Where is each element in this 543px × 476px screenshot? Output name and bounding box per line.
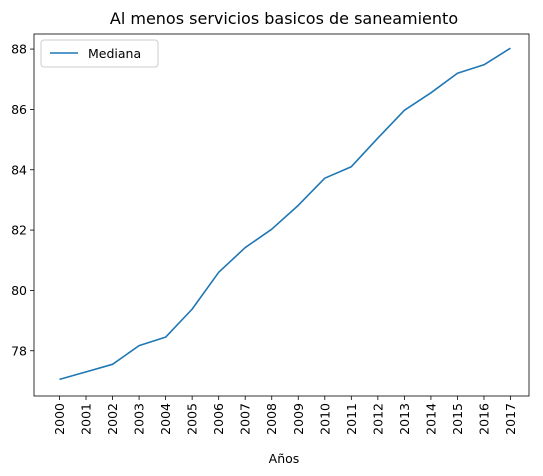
legend-box: [40, 39, 159, 68]
legend: Mediana: [40, 39, 159, 68]
x-tick-label: 2016: [476, 403, 491, 435]
x-tick-label: 2004: [158, 403, 173, 435]
y-tick-label: 84: [11, 162, 27, 177]
x-tick-label: 2002: [105, 403, 120, 435]
y-tick-label: 80: [11, 283, 27, 298]
plot-area: [33, 33, 530, 397]
x-tick-label: 2014: [423, 403, 438, 435]
x-tick-label: 2007: [238, 403, 253, 435]
x-tick-label: 2008: [264, 403, 279, 435]
x-axis: 2000 2001 2002 2003 2004 2005 2006 2007 2008 2009…: [52, 396, 518, 435]
x-tick-label: 2000: [52, 403, 67, 435]
series-line-mediana: [59, 47, 511, 381]
series-group: [59, 47, 511, 381]
x-tick-label: 2005: [185, 403, 200, 435]
y-axis: 78 80 82 84 86 88: [11, 42, 34, 358]
y-tick-label: 86: [11, 102, 27, 117]
legend-label-mediana: Mediana: [88, 46, 141, 61]
x-tick-label: 2006: [211, 403, 226, 435]
x-tick-label: 2015: [450, 403, 465, 435]
x-tick-label: 2017: [503, 403, 518, 435]
x-tick-label: 2013: [397, 403, 412, 435]
x-axis-label: Años: [269, 451, 300, 466]
chart-title: Al menos servicios basicos de saneamient…: [110, 9, 458, 28]
x-tick-label: 2010: [317, 403, 332, 435]
x-tick-label: 2012: [370, 403, 385, 435]
y-tick-label: 82: [11, 223, 27, 238]
y-tick-label: 78: [11, 343, 27, 358]
x-tick-label: 2011: [344, 403, 359, 435]
x-tick-label: 2009: [291, 403, 306, 435]
x-tick-label: 2001: [79, 403, 94, 435]
y-tick-label: 88: [11, 42, 27, 57]
x-tick-label: 2003: [132, 403, 147, 435]
